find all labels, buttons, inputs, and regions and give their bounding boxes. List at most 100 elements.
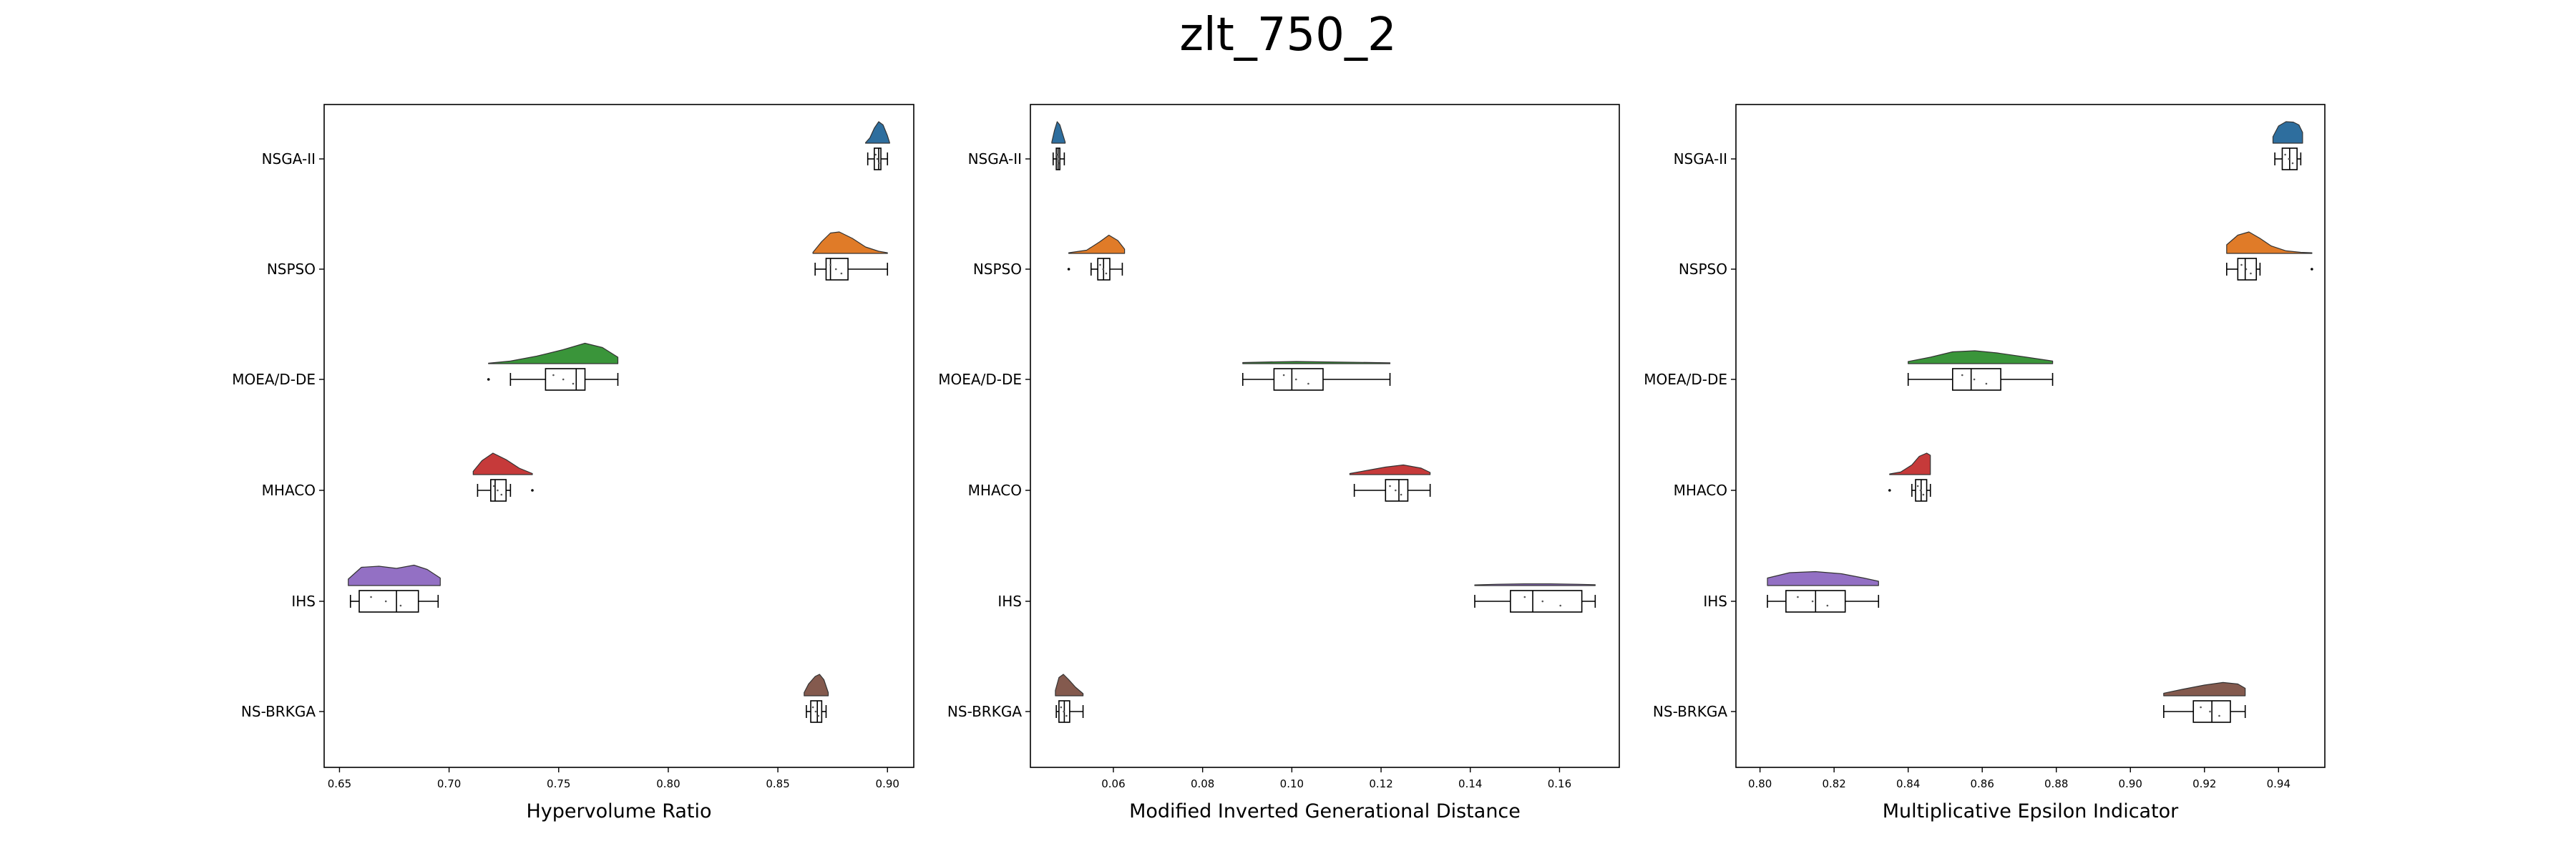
density-cloud: [1349, 464, 1431, 475]
density-cloud: [865, 121, 890, 144]
rain-point: [1055, 153, 1058, 156]
rain-point: [1099, 263, 1101, 266]
plot-frame: [323, 104, 914, 768]
y-category-label-ns-brkga: NS-BRKGA: [241, 703, 316, 720]
rain-point: [552, 374, 555, 377]
rain-point: [817, 714, 820, 717]
rain-point: [814, 710, 817, 713]
series-ihs: [348, 564, 441, 613]
density-cloud: [812, 231, 888, 254]
x-tick-label: 0.90: [876, 777, 899, 790]
rain-point: [2240, 263, 2243, 266]
x-tick-label: 0.80: [1748, 777, 1772, 790]
x-tick-label: 0.86: [1971, 777, 1994, 790]
density-cloud: [1051, 121, 1066, 144]
rain-point: [497, 489, 499, 492]
rain-point: [1060, 706, 1063, 709]
rain-point: [1922, 493, 1925, 496]
rain-point: [492, 485, 495, 487]
rain-point: [1294, 378, 1297, 381]
rain-point: [1961, 374, 1963, 377]
rain-point: [2218, 714, 2220, 717]
outlier-point: [1067, 268, 1070, 271]
x-tick-label: 0.65: [328, 777, 351, 790]
rain-point: [1065, 714, 1068, 717]
series-moea-d-de: [1907, 350, 2054, 391]
density-cloud: [1242, 361, 1391, 364]
rain-point: [1102, 268, 1105, 271]
y-category-label-nspso: NSPSO: [267, 261, 316, 278]
rain-point: [2200, 706, 2202, 709]
y-category-label-ihs: IHS: [1703, 593, 1727, 610]
chart-panel-3: 0.80 0.82 0.84 0.86 0.88 0.90 0.92 0.94 Multipli…: [1644, 104, 2326, 822]
rain-point: [1282, 374, 1285, 377]
x-tick-label: 0.85: [766, 777, 789, 790]
rain-point: [840, 272, 843, 275]
density-cloud: [1474, 583, 1596, 586]
rain-point: [370, 596, 372, 598]
y-category-label-ns-brkga: NS-BRKGA: [1653, 703, 1727, 720]
iqr-box: [1273, 368, 1324, 391]
y-category-label-mhaco: MHACO: [968, 482, 1022, 499]
y-category-label-moea-d-de: MOEA/D-DE: [1644, 371, 1727, 388]
series-ihs: [1767, 571, 1880, 613]
series-mhaco: [472, 452, 534, 502]
x-tick-label: 0.94: [2267, 777, 2290, 790]
y-category-label-nspso: NSPSO: [1679, 261, 1727, 278]
rain-point: [1797, 596, 1799, 598]
series-mhaco: [1349, 464, 1431, 502]
rain-point: [1105, 272, 1108, 275]
y-category-label-nsga-ii: NSGA-II: [968, 150, 1022, 168]
y-category-label-ns-brkga: NS-BRKGA: [947, 703, 1022, 720]
x-tick-label: 0.70: [437, 777, 461, 790]
y-category-label-ihs: IHS: [291, 593, 316, 610]
x-tick-label: 0.16: [1548, 777, 1571, 790]
series-nsga-ii: [1051, 121, 1066, 170]
series-ns-brkga: [1055, 674, 1084, 723]
iqr-box: [358, 590, 419, 613]
rain-point: [572, 382, 575, 385]
rain-point: [1400, 493, 1402, 496]
y-category-label-ihs: IHS: [997, 593, 1022, 610]
density-cloud: [2163, 681, 2246, 697]
chart-panel-1: 0.65 0.70 0.75 0.80 0.85 0.90 Hypervolume Rati…: [232, 104, 914, 822]
x-tick-label: 0.14: [1458, 777, 1482, 790]
plot-frame: [1735, 104, 2326, 768]
rain-point: [2291, 162, 2294, 165]
x-tick-label: 0.08: [1191, 777, 1214, 790]
rain-point: [1811, 600, 1814, 603]
rain-point: [1916, 485, 1919, 487]
x-tick-label: 0.10: [1280, 777, 1304, 790]
x-tick-label: 0.84: [1896, 777, 1920, 790]
density-cloud: [488, 342, 619, 364]
outlier-point: [1888, 489, 1891, 492]
iqr-box: [1952, 368, 2001, 391]
density-cloud: [1068, 234, 1126, 254]
panels: 0.65 0.70 0.75 0.80 0.85 0.90 Hypervolume Rati…: [232, 104, 2326, 822]
density-cloud: [1889, 452, 1931, 475]
rain-point: [1559, 604, 1561, 607]
rain-point: [1919, 489, 1922, 492]
series-nspso: [1067, 234, 1126, 281]
x-tick-label: 0.06: [1101, 777, 1125, 790]
series-nspso: [812, 231, 889, 281]
y-category-label-nspso: NSPSO: [973, 261, 1022, 278]
outlier-point: [531, 489, 534, 492]
series-nsga-ii: [2272, 121, 2303, 170]
series-mhaco: [1888, 452, 1931, 502]
rain-point: [876, 157, 879, 160]
y-category-label-nsga-ii: NSGA-II: [262, 150, 316, 168]
x-tick-label: 0.75: [547, 777, 570, 790]
density-cloud: [804, 674, 829, 697]
series-moea-d-de: [1241, 361, 1391, 391]
x-axis-label: Multiplicative Epsilon Indicator: [1883, 800, 2179, 822]
x-tick-label: 0.80: [656, 777, 680, 790]
series-ns-brkga: [804, 674, 829, 723]
rain-point: [1826, 604, 1829, 607]
series-ns-brkga: [2163, 681, 2246, 723]
series-ihs: [1474, 583, 1596, 613]
x-tick-label: 0.82: [1822, 777, 1845, 790]
x-tick-label: 0.90: [2119, 777, 2142, 790]
rain-point: [1057, 157, 1059, 160]
